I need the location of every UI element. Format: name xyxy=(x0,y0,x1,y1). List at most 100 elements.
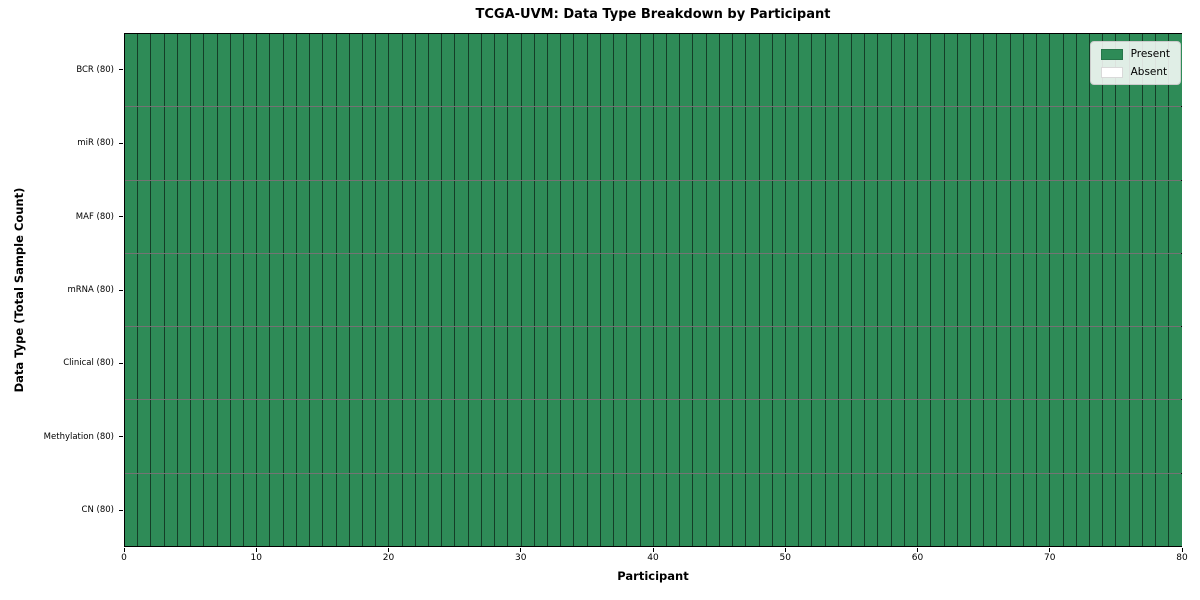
heatmap-cell xyxy=(296,253,311,327)
heatmap-cell xyxy=(931,327,945,400)
heatmap-cell xyxy=(495,253,509,327)
heatmap-cell xyxy=(257,400,271,473)
heatmap-cell xyxy=(1076,180,1090,253)
heatmap-cell xyxy=(1116,180,1130,253)
heatmap-cell xyxy=(495,400,509,473)
heatmap-cell xyxy=(719,473,734,546)
heatmap-cell xyxy=(785,473,800,546)
heatmap-cell xyxy=(534,180,548,253)
heatmap-cell xyxy=(812,253,826,327)
heatmap-cell xyxy=(349,253,363,327)
heatmap-cell xyxy=(1089,253,1104,327)
heatmap-cell xyxy=(349,400,363,473)
heatmap-cell xyxy=(812,107,826,180)
heatmap-cell xyxy=(719,327,734,400)
heatmap-cell xyxy=(217,400,231,473)
heatmap-cell xyxy=(138,180,152,253)
heatmap-cell xyxy=(785,327,800,400)
heatmap-cell xyxy=(455,400,469,473)
heatmap-cell xyxy=(1050,400,1064,473)
heatmap-cell xyxy=(878,400,892,473)
heatmap-cell xyxy=(362,253,377,327)
heatmap-cell xyxy=(1156,107,1170,180)
x-tick-mark xyxy=(784,548,786,552)
heatmap-cell xyxy=(468,253,482,327)
heatmap-cell xyxy=(270,180,284,253)
heatmap-cell xyxy=(468,180,482,253)
heatmap-cell xyxy=(944,473,958,546)
heatmap-row xyxy=(125,327,1182,401)
heatmap-cell xyxy=(640,34,654,107)
x-tick-label: 70 xyxy=(1044,553,1056,563)
heatmap-cell xyxy=(1129,473,1143,546)
heatmap-cell xyxy=(706,107,720,180)
heatmap-cell xyxy=(521,253,535,327)
heatmap-cell xyxy=(1089,107,1104,180)
heatmap-cell xyxy=(904,180,919,253)
heatmap-cell xyxy=(1129,107,1143,180)
heatmap-cell xyxy=(904,327,919,400)
heatmap-cell xyxy=(825,180,839,253)
heatmap-cell xyxy=(217,327,231,400)
heatmap-cell xyxy=(177,107,192,180)
heatmap-cell xyxy=(1142,400,1157,473)
heatmap-cell xyxy=(548,473,562,546)
heatmap-cell xyxy=(614,327,628,400)
heatmap-cell xyxy=(1037,180,1051,253)
heatmap-cell xyxy=(138,107,152,180)
heatmap-cell xyxy=(1156,180,1170,253)
x-tick-mark xyxy=(123,548,125,552)
heatmap-cell xyxy=(362,473,377,546)
heatmap-cell xyxy=(429,107,443,180)
heatmap-cell xyxy=(349,34,363,107)
y-tick-label: CN (80) xyxy=(81,505,114,516)
heatmap-cell xyxy=(680,107,694,180)
heatmap-cell xyxy=(177,327,192,400)
heatmap-cell xyxy=(468,107,482,180)
heatmap-cell xyxy=(799,253,813,327)
heatmap-cell xyxy=(852,253,866,327)
heatmap-cell xyxy=(627,180,641,253)
heatmap-cell xyxy=(151,327,165,400)
heatmap-cell xyxy=(614,107,628,180)
heatmap-cell xyxy=(640,180,654,253)
heatmap-cell xyxy=(891,473,905,546)
heatmap-cell xyxy=(349,327,363,400)
heatmap-cell xyxy=(296,180,311,253)
heatmap-cell xyxy=(772,107,786,180)
heatmap-cell xyxy=(574,253,588,327)
heatmap-cell xyxy=(561,473,575,546)
y-tick-mark xyxy=(119,362,123,364)
heatmap-cell xyxy=(429,327,443,400)
heatmap-cell xyxy=(442,34,456,107)
heatmap-cell xyxy=(627,327,641,400)
heatmap-cell xyxy=(310,107,324,180)
heatmap-cell xyxy=(971,180,985,253)
heatmap-cell xyxy=(865,107,879,180)
heatmap-cell xyxy=(680,253,694,327)
heatmap-cell xyxy=(1063,180,1077,253)
heatmap-cell xyxy=(1156,327,1170,400)
heatmap-cell xyxy=(1023,34,1038,107)
heatmap-cell xyxy=(125,107,139,180)
heatmap-cell xyxy=(389,473,403,546)
heatmap-cell xyxy=(785,34,800,107)
legend-swatch-icon xyxy=(1100,66,1123,78)
heatmap-cell xyxy=(508,34,522,107)
heatmap-cell xyxy=(693,327,707,400)
heatmap-cell xyxy=(878,107,892,180)
heatmap-cell xyxy=(243,180,258,253)
heatmap-cell xyxy=(1050,253,1064,327)
heatmap-cell xyxy=(138,34,152,107)
heatmap-cell xyxy=(481,473,496,546)
heatmap-cell xyxy=(1037,327,1051,400)
heatmap-cell xyxy=(1169,473,1182,546)
heatmap-cell xyxy=(336,180,350,253)
x-tick-label: 60 xyxy=(911,553,924,563)
heatmap-cell xyxy=(442,327,456,400)
heatmap-cell xyxy=(534,473,548,546)
heatmap-cell xyxy=(600,107,615,180)
heatmap-cell xyxy=(852,327,866,400)
heatmap-cell xyxy=(521,327,535,400)
heatmap-cell xyxy=(865,400,879,473)
